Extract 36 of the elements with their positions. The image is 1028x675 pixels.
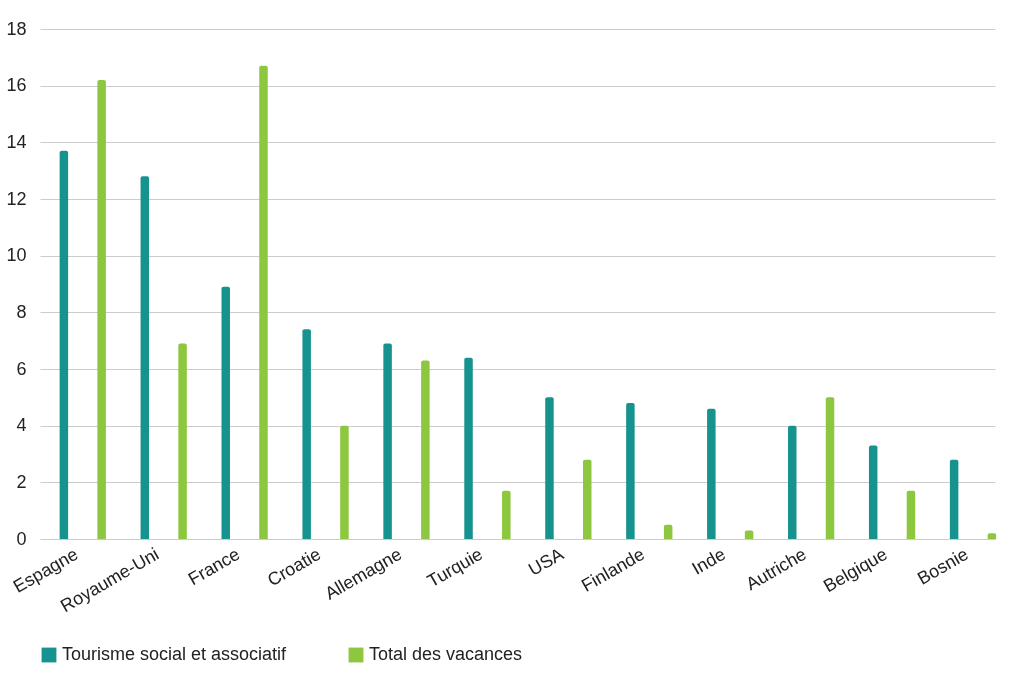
bar <box>302 329 311 539</box>
y-tick-label: 10 <box>6 245 27 266</box>
y-tick-label: 6 <box>16 358 27 379</box>
bar <box>178 343 187 539</box>
bar <box>421 360 430 539</box>
bar <box>707 408 716 539</box>
bar <box>906 490 916 539</box>
bar <box>140 176 150 539</box>
bar <box>545 397 554 539</box>
bar <box>59 150 69 539</box>
y-tick-label: 2 <box>16 471 27 492</box>
bar <box>383 343 392 539</box>
y-tick-label: 8 <box>16 301 27 322</box>
x-tick-label: Inde <box>688 543 729 579</box>
bar <box>97 80 106 539</box>
bar <box>825 397 835 539</box>
x-tick-label: USA <box>524 543 567 580</box>
y-tick-label: 14 <box>6 131 27 152</box>
y-tick-label: 12 <box>6 188 27 209</box>
y-tick-label: 16 <box>6 75 27 96</box>
y-tick-label: 4 <box>16 415 27 436</box>
bar <box>259 65 268 539</box>
bar <box>464 357 473 539</box>
bar <box>949 459 959 539</box>
bar <box>502 490 511 539</box>
bar <box>221 286 230 539</box>
y-tick-label: 0 <box>16 528 27 549</box>
bar <box>626 403 635 539</box>
bar <box>868 445 878 539</box>
bar <box>663 524 673 539</box>
bar <box>582 459 592 539</box>
bar <box>340 425 349 539</box>
y-tick-label: 18 <box>6 18 27 39</box>
bar <box>788 425 797 539</box>
legend-label: Total des vacances <box>369 644 523 664</box>
legend-label: Tourisme social et associatif <box>62 644 288 664</box>
